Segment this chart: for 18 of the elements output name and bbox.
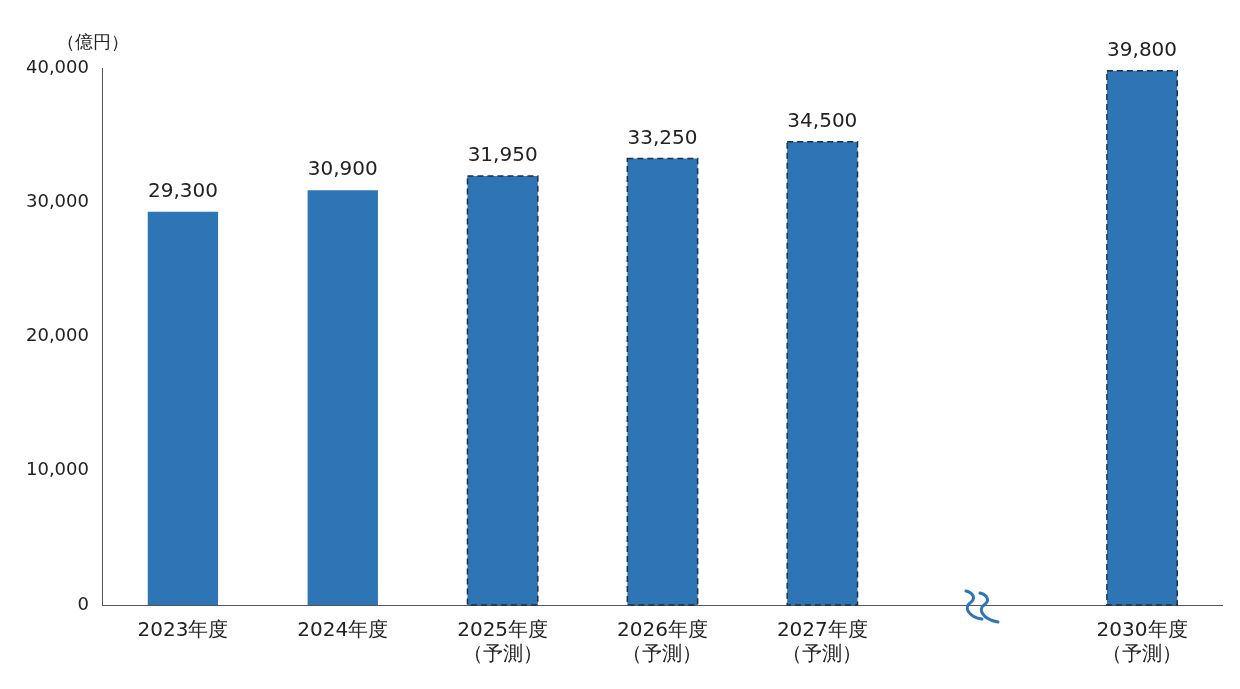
data-label: 30,900 [307,156,378,181]
x-tick-label: 2030年度（予測） [1096,617,1188,666]
y-axis-title: （億円） [56,30,129,52]
y-tick-label: 0 [77,592,89,614]
data-label: 31,950 [467,142,538,167]
y-tick-label: 10,000 [26,458,89,480]
y-tick-label: 30,000 [26,189,89,211]
data-label: 33,250 [627,124,698,149]
data-label: 34,500 [787,108,858,133]
y-tick-label: 20,000 [26,324,89,346]
x-tick-label: 2026年度（予測） [617,617,708,666]
x-tick-label: 2027年度（予測） [776,617,868,666]
y-tick-label: 40,000 [26,55,89,77]
data-label: 29,300 [147,177,218,202]
x-tick-label: 2024年度 [297,617,389,642]
data-label: 39,800 [1107,36,1178,61]
x-tick-label: 2025年度（予測） [457,617,549,666]
x-tick-label: 2023年度 [137,617,229,642]
